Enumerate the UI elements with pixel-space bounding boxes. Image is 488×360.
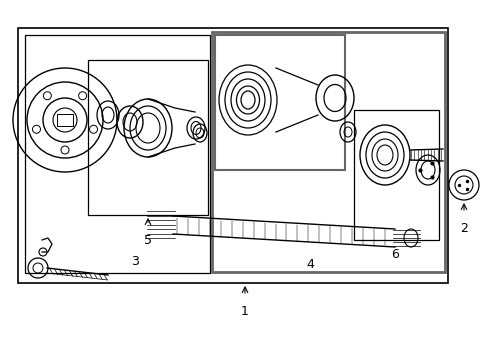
- Bar: [25, 35, 209, 273]
- Bar: [88, 60, 207, 215]
- Bar: [215, 35, 345, 170]
- Text: 2: 2: [459, 222, 467, 235]
- Text: 6: 6: [390, 248, 398, 261]
- Bar: [353, 110, 438, 240]
- Bar: [18, 28, 447, 283]
- Bar: [57, 114, 73, 126]
- Text: 4: 4: [305, 258, 313, 271]
- Text: 1: 1: [241, 305, 248, 318]
- Text: 3: 3: [131, 255, 139, 268]
- Text: 5: 5: [143, 234, 152, 247]
- Bar: [212, 32, 444, 272]
